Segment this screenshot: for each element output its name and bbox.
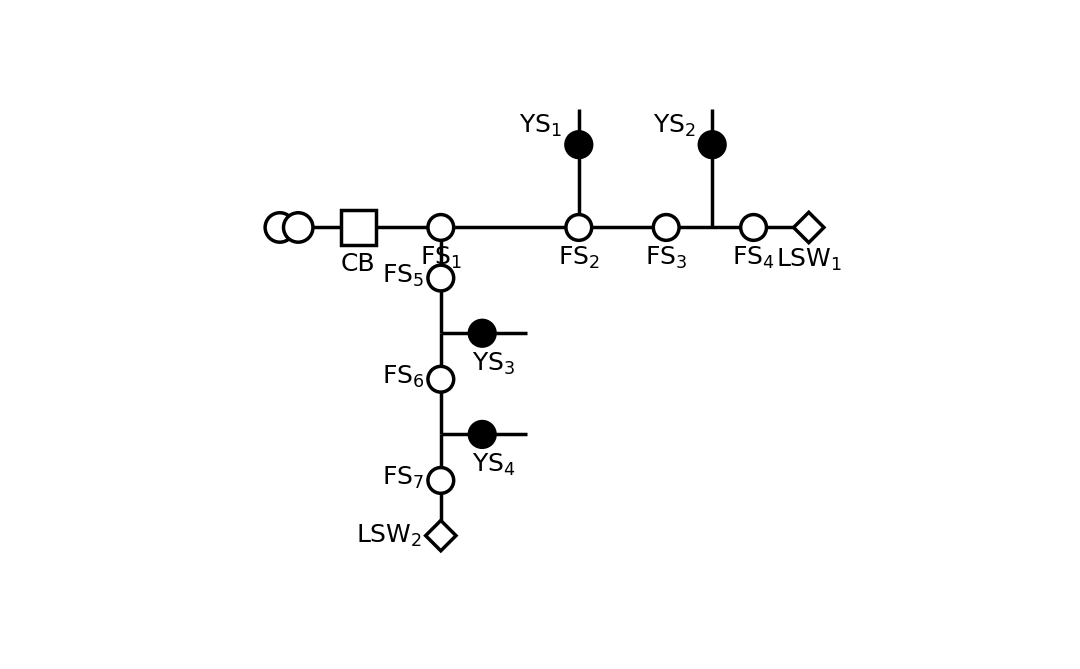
Text: FS$_\mathregular{7}$: FS$_\mathregular{7}$ [382,465,424,491]
Text: LSW$_\mathregular{2}$: LSW$_\mathregular{2}$ [355,522,422,549]
Circle shape [428,215,454,240]
Text: FS$_\mathregular{2}$: FS$_\mathregular{2}$ [558,245,599,271]
Circle shape [566,215,592,240]
Text: FS$_\mathregular{4}$: FS$_\mathregular{4}$ [732,245,774,271]
Circle shape [741,215,767,240]
Text: CB: CB [340,252,376,276]
Text: YS$_\mathregular{4}$: YS$_\mathregular{4}$ [472,452,515,478]
Text: LSW$_\mathregular{1}$: LSW$_\mathregular{1}$ [775,248,842,274]
Bar [340,210,376,245]
Circle shape [265,213,295,242]
Circle shape [470,320,495,346]
Text: FS$_\mathregular{6}$: FS$_\mathregular{6}$ [381,364,424,390]
Text: YS$_\mathregular{1}$: YS$_\mathregular{1}$ [519,113,563,139]
Circle shape [428,265,454,291]
Circle shape [653,215,679,240]
Circle shape [428,367,454,392]
Circle shape [566,132,592,158]
Circle shape [428,468,454,493]
Circle shape [470,421,495,448]
Text: YS$_\mathregular{2}$: YS$_\mathregular{2}$ [652,113,696,139]
Text: FS$_\mathregular{3}$: FS$_\mathregular{3}$ [645,245,687,271]
Text: FS$_\mathregular{5}$: FS$_\mathregular{5}$ [382,263,424,289]
Circle shape [700,132,725,158]
Circle shape [284,213,313,242]
Text: FS$_\mathregular{1}$: FS$_\mathregular{1}$ [420,245,462,271]
Text: YS$_\mathregular{3}$: YS$_\mathregular{3}$ [472,351,515,377]
